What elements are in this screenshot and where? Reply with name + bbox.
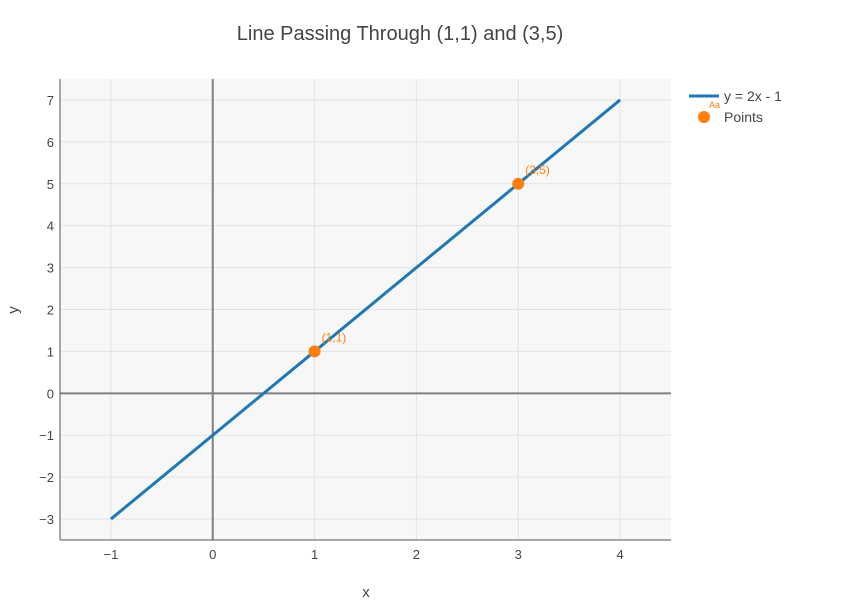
legend-text-swatch: Aa [709,100,720,110]
point-annotations: (1,1) (3,5) [322,163,550,345]
series-line-y-equals-2x-minus-1 [109,98,622,521]
legend[interactable]: y = 2x - 1 Aa Points [689,88,782,125]
legend-point-swatch [698,111,710,123]
legend-item-line[interactable]: y = 2x - 1 [689,88,782,104]
y-tick-label: 2 [47,303,54,318]
x-tick-label: −1 [104,547,119,562]
x-tick-label: 3 [515,547,522,562]
x-tick-label: 1 [311,547,318,562]
chart-title: Line Passing Through (1,1) and (3,5) [237,23,564,45]
x-tick-label: 2 [413,547,420,562]
y-tick-label: 7 [47,93,54,108]
y-tick-label: 0 [47,386,54,401]
legend-line-label: y = 2x - 1 [724,88,782,104]
y-tick-label: 6 [47,135,54,150]
y-tick-label: −3 [39,512,54,527]
x-tick-label: 4 [616,547,623,562]
zero-lines [60,79,671,540]
data-point [308,345,321,358]
data-point [512,177,525,190]
y-tick-label: 3 [47,261,54,276]
x-tick-label: 0 [209,547,216,562]
y-tick-label: 4 [47,219,54,234]
legend-points-label: Points [724,109,763,125]
y-tick-label: −2 [39,470,54,485]
series-layer [109,98,622,521]
y-tick-label: −1 [39,428,54,443]
point-label: (1,1) [322,330,347,344]
point-label: (3,5) [525,163,550,177]
y-tick-label: 5 [47,177,54,192]
y-tick-label: 1 [47,344,54,359]
y-axis-title: y [5,306,22,314]
x-axis-title: x [362,584,370,600]
y-tick-labels: −3 −2 −1 0 1 2 3 4 5 6 7 [39,93,54,527]
x-tick-labels: −1 0 1 2 3 4 [104,547,624,562]
axis-lines [59,79,671,541]
legend-item-points[interactable]: Aa Points [698,100,763,125]
